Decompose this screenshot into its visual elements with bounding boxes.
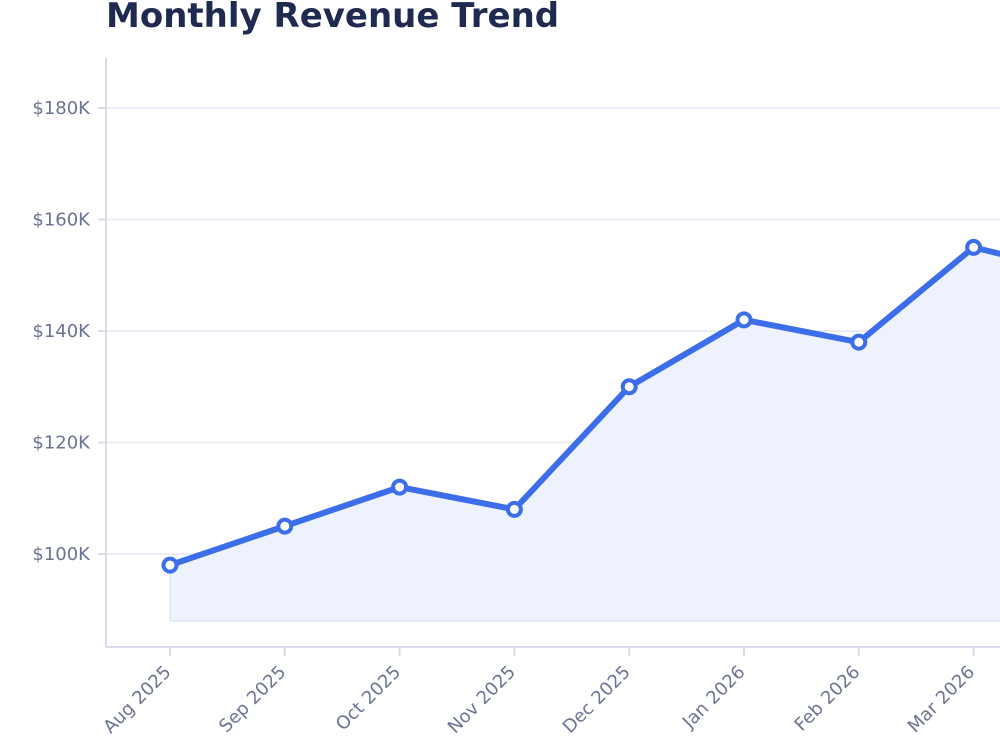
x-tick-label: Jan 2026 (678, 662, 750, 734)
data-point[interactable] (965, 238, 983, 256)
data-point[interactable] (505, 500, 523, 518)
y-tick-label: $100K (32, 544, 91, 565)
x-tick-label: Feb 2026 (791, 662, 865, 736)
y-tick-label: $180K (32, 98, 91, 119)
data-point[interactable] (620, 378, 638, 396)
axes (98, 58, 1000, 656)
x-tick-label: Nov 2025 (444, 662, 520, 738)
chart-title: Monthly Revenue Trend (106, 0, 560, 36)
data-point[interactable] (276, 517, 294, 535)
x-tick-label: Dec 2025 (559, 662, 635, 738)
data-points (161, 238, 983, 574)
data-point[interactable] (850, 333, 868, 351)
x-tick-label: Oct 2025 (332, 662, 405, 735)
x-tick-label: Aug 2025 (99, 662, 175, 738)
x-tick-label: Sep 2025 (215, 662, 290, 737)
x-tick-label: Mar 2026 (904, 662, 979, 737)
y-tick-label: $160K (32, 210, 91, 231)
y-tick-label: $120K (32, 433, 91, 454)
data-point[interactable] (161, 556, 179, 574)
y-tick-label: $140K (32, 321, 91, 342)
data-point[interactable] (391, 478, 409, 496)
data-point[interactable] (735, 311, 753, 329)
